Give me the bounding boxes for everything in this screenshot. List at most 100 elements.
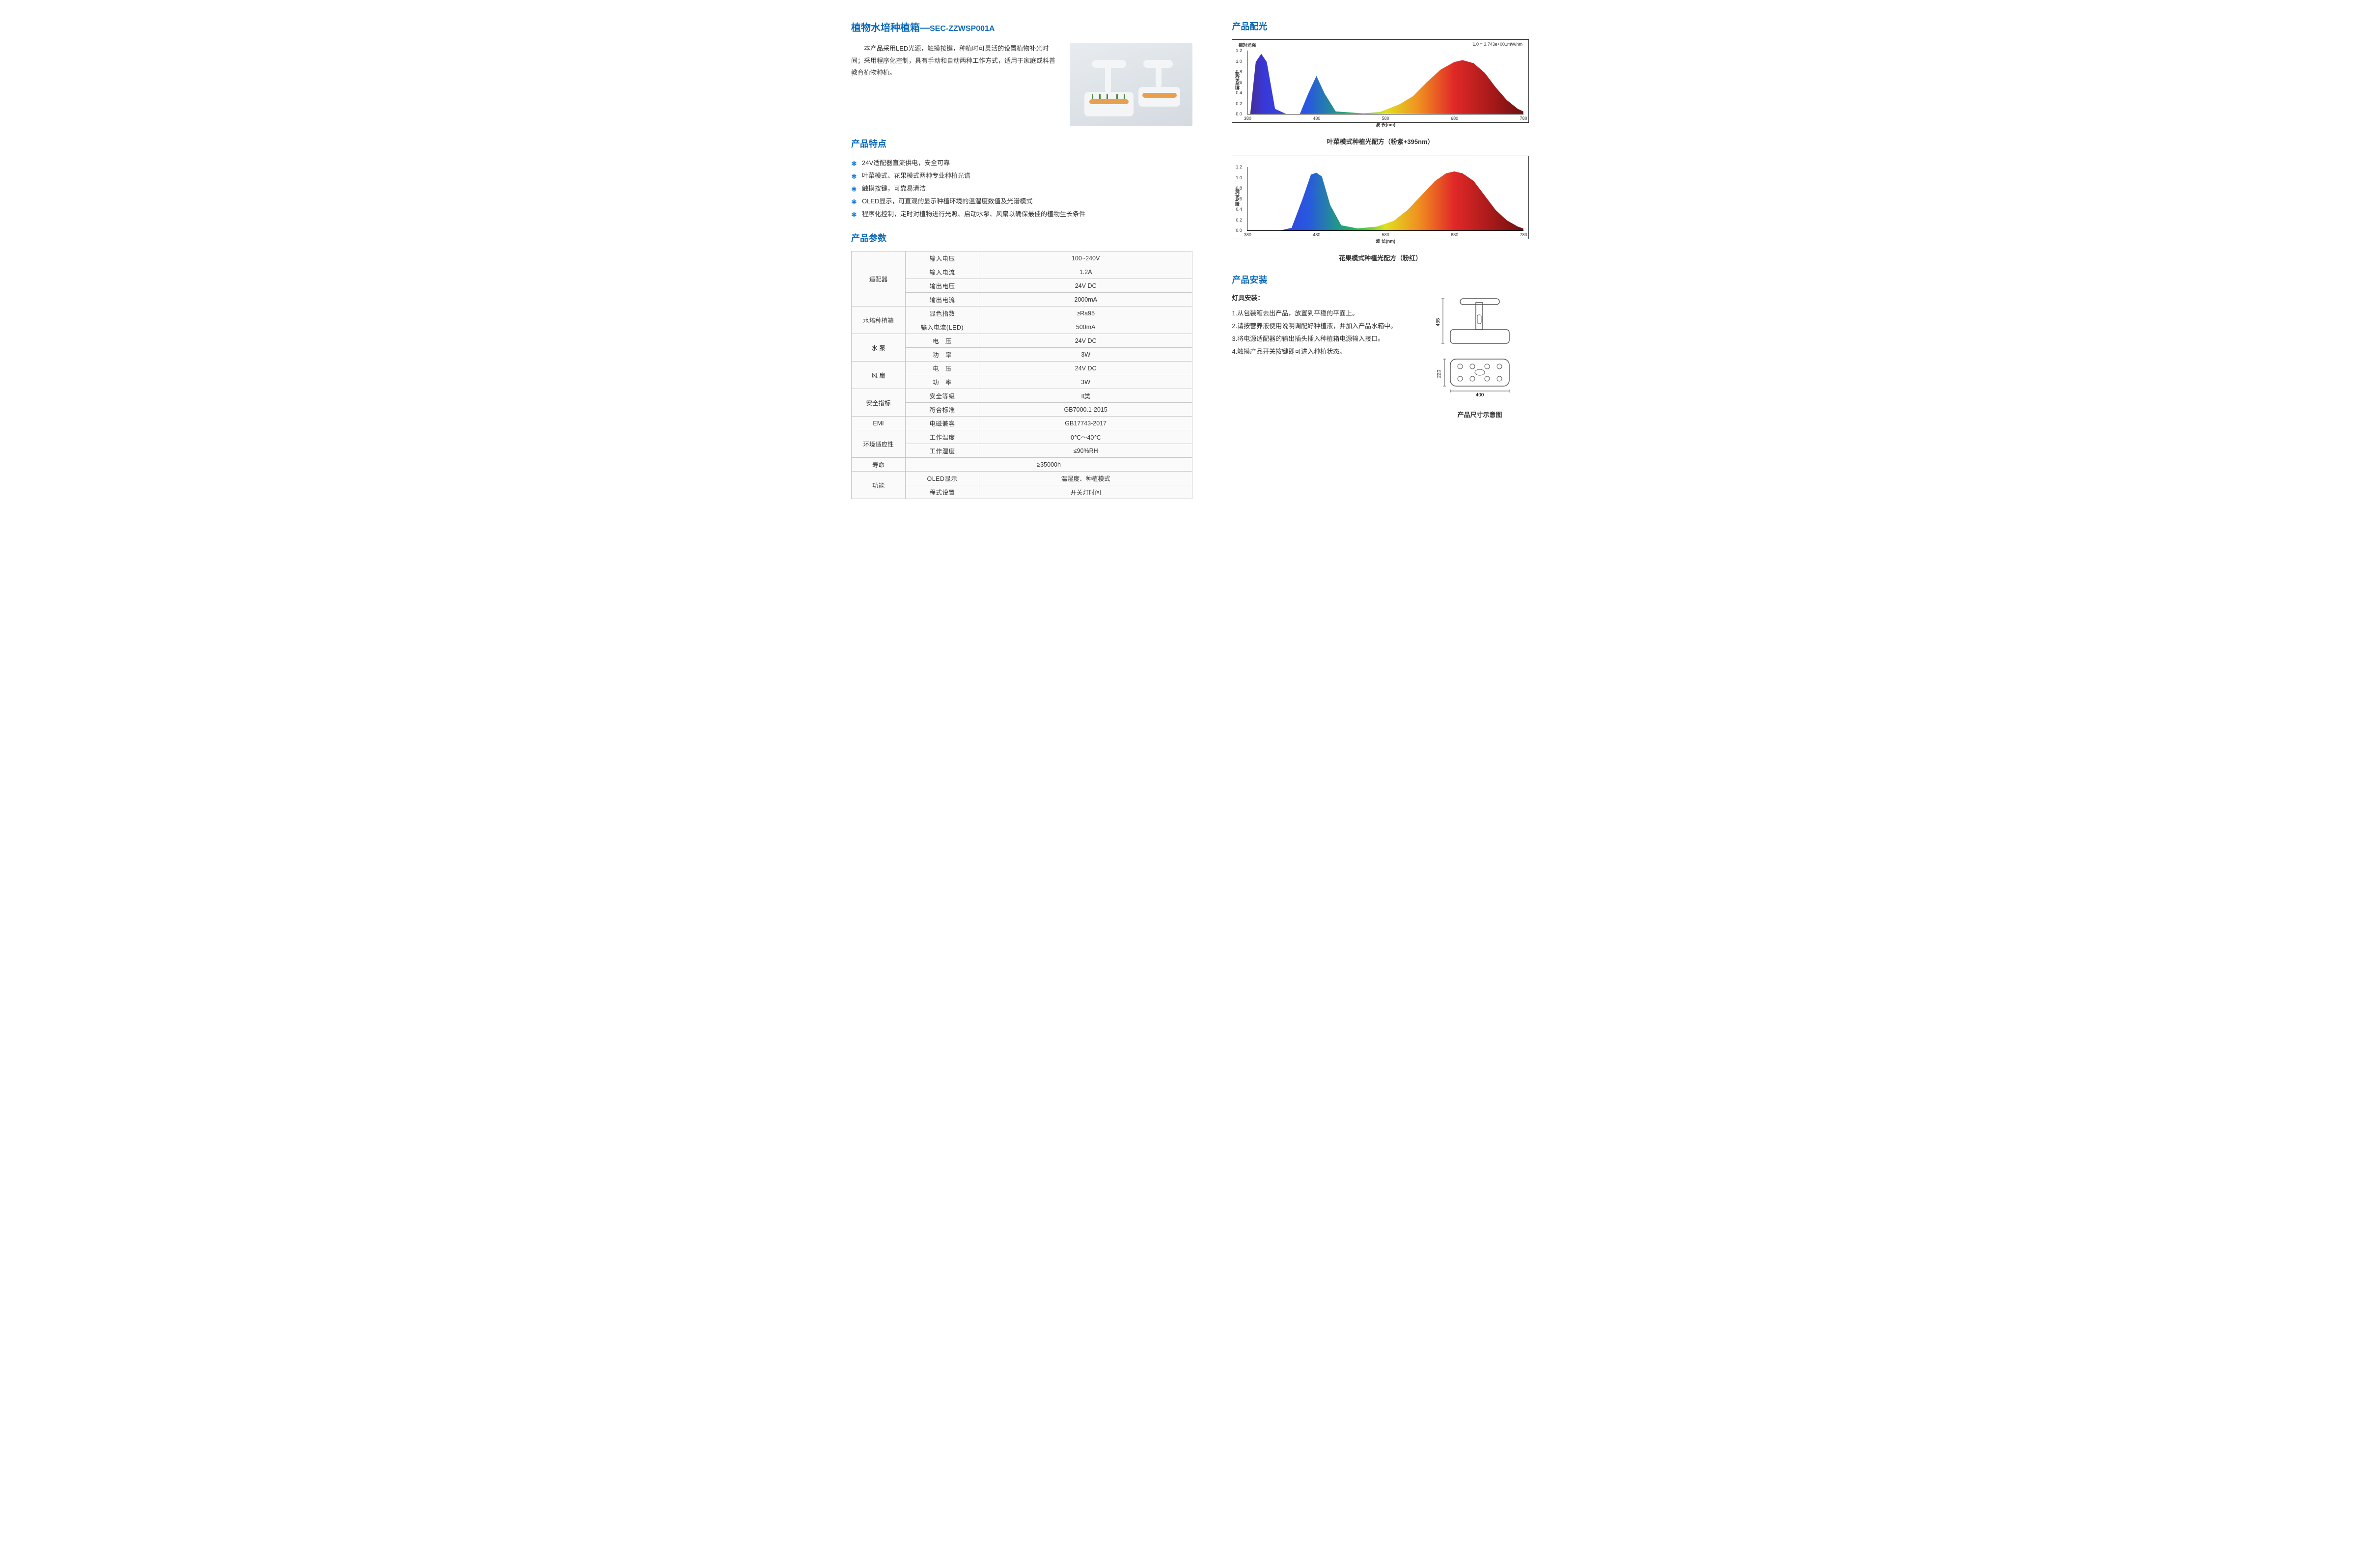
install-step: 3.将电源适配器的输出插头插入种植箱电源输入接口。 xyxy=(1232,333,1416,345)
chart1-svg xyxy=(1247,51,1523,114)
install-list: 1.从包装箱去出产品，放置到平稳的平面上。2.请按营养液使用说明调配好种植液，并… xyxy=(1232,307,1416,358)
intro-text-wrap: 本产品采用LED光源，触摸按键，种植时可灵活的设置植物补光时间；采用程序化控制，… xyxy=(851,43,1060,84)
feature-item: 触摸按键，可靠易清洁 xyxy=(851,182,1192,195)
chart-1: 相对光强 1.0 = 3.743e+001mW/nm 相对光强 波 长(nm) … xyxy=(1232,39,1529,123)
spec-value: 温湿度、种植模式 xyxy=(979,472,1192,485)
spec-row: 适配器输入电压100~240V xyxy=(852,251,1192,265)
install-step: 4.触摸产品开关按键即可进入种植状态。 xyxy=(1232,345,1416,358)
left-column: 植物水培种植箱—SEC-ZZWSP001A 本产品采用LED光源，触摸按键，种植… xyxy=(851,20,1192,499)
spec-row: 寿命≥35000h xyxy=(852,458,1192,472)
intro-paragraph: 本产品采用LED光源，触摸按键，种植时可灵活的设置植物补光时间；采用程序化控制，… xyxy=(851,43,1060,79)
xtick: 680 xyxy=(1451,116,1458,121)
ytick: 0.6 xyxy=(1236,80,1242,85)
dim-caption: 产品尺寸示意图 xyxy=(1431,410,1529,419)
main-title: 植物水培种植箱—SEC-ZZWSP001A xyxy=(851,20,1192,34)
install-text: 灯具安装： 1.从包装箱去出产品，放置到平稳的平面上。2.请按营养液使用说明调配… xyxy=(1232,293,1416,419)
ytick: 0.2 xyxy=(1236,101,1242,106)
ytick: 0.8 xyxy=(1236,69,1242,74)
spec-value: GB7000.1-2015 xyxy=(979,403,1192,417)
chart1-caption: 叶菜模式种植光配方（粉紫+395nm） xyxy=(1232,137,1529,146)
title-sep: — xyxy=(920,23,930,33)
ytick: 0.0 xyxy=(1236,112,1242,116)
xtick: 780 xyxy=(1520,116,1527,121)
xtick: 480 xyxy=(1313,232,1320,237)
spec-row: 水培种植箱显色指数≥Ra95 xyxy=(852,307,1192,320)
spec-param: 电磁兼容 xyxy=(906,417,979,430)
spec-param: 工作温度 xyxy=(906,430,979,444)
product-image xyxy=(1070,43,1192,126)
spec-param: 工作湿度 xyxy=(906,444,979,458)
xtick: 680 xyxy=(1451,232,1458,237)
dimension-diagrams: 455 400 xyxy=(1431,293,1529,419)
spec-category: 寿命 xyxy=(852,458,906,472)
spec-param: 程式设置 xyxy=(906,485,979,499)
chart1-area: 波 长(nm) 0.00.20.40.60.81.01.238048058068… xyxy=(1247,51,1523,114)
specs-table: 适配器输入电压100~240V输入电流1.2A输出电压24V DC输出电流200… xyxy=(851,251,1192,499)
spec-value: ≥35000h xyxy=(906,458,1192,472)
spec-value: 1.2A xyxy=(979,265,1192,279)
spec-category: 风 扇 xyxy=(852,362,906,389)
spec-param: 显色指数 xyxy=(906,307,979,320)
spec-param: 功 率 xyxy=(906,348,979,362)
spec-value: ≤90%RH xyxy=(979,444,1192,458)
install-sub: 灯具安装： xyxy=(1232,293,1416,302)
install-step: 2.请按营养液使用说明调配好种植液，并加入产品水箱中。 xyxy=(1232,320,1416,333)
feature-item: 叶菜模式、花果模式两种专业种植光谱 xyxy=(851,169,1192,182)
spec-value: 24V DC xyxy=(979,362,1192,375)
install-step: 1.从包装箱去出产品，放置到平稳的平面上。 xyxy=(1232,307,1416,320)
spec-row: 水 泵电 压24V DC xyxy=(852,334,1192,348)
spec-param: 功 率 xyxy=(906,375,979,389)
install-row: 灯具安装： 1.从包装箱去出产品，放置到平稳的平面上。2.请按营养液使用说明调配… xyxy=(1232,293,1529,419)
spec-value: ≥Ra95 xyxy=(979,307,1192,320)
spec-param: 输出电流 xyxy=(906,293,979,307)
spec-category: 水培种植箱 xyxy=(852,307,906,334)
spec-category: 水 泵 xyxy=(852,334,906,362)
spec-value: Ⅱ类 xyxy=(979,389,1192,403)
right-column: 产品配光 相对光强 1.0 = 3.743e+001mW/nm 相对光强 波 长… xyxy=(1232,20,1529,499)
xtick: 580 xyxy=(1382,232,1389,237)
spec-category: EMI xyxy=(852,417,906,430)
chart1-xlabel: 波 长(nm) xyxy=(1376,121,1395,128)
spec-param: 电 压 xyxy=(906,362,979,375)
spec-category: 环境适应性 xyxy=(852,430,906,458)
ytick: 0.0 xyxy=(1236,228,1242,233)
spec-param: 输出电压 xyxy=(906,279,979,293)
xtick: 380 xyxy=(1244,232,1251,237)
feature-item: 程序化控制，定时对植物进行光照、启动水泵、风扇以确保最佳的植物生长条件 xyxy=(851,208,1192,221)
spec-param: 输入电流(LED) xyxy=(906,320,979,334)
spec-value: 24V DC xyxy=(979,334,1192,348)
specs-heading: 产品参数 xyxy=(851,231,1192,244)
intro-row: 本产品采用LED光源，触摸按键，种植时可灵活的设置植物补光时间；采用程序化控制，… xyxy=(851,43,1192,126)
ytick: 1.2 xyxy=(1236,48,1242,53)
spec-value: 500mA xyxy=(979,320,1192,334)
spec-row: EMI电磁兼容GB17743-2017 xyxy=(852,417,1192,430)
spec-param: 符合标准 xyxy=(906,403,979,417)
chart1-title: 相对光强 xyxy=(1238,42,1256,48)
spec-category: 功能 xyxy=(852,472,906,499)
dim-side-view: 455 xyxy=(1431,293,1519,347)
ytick: 1.0 xyxy=(1236,59,1242,64)
ytick: 0.6 xyxy=(1236,196,1242,201)
spec-value: 100~240V xyxy=(979,251,1192,265)
dim-top-view: 400 220 xyxy=(1431,354,1519,398)
spec-row: 功能OLED显示温湿度、种植模式 xyxy=(852,472,1192,485)
ytick: 0.2 xyxy=(1236,218,1242,223)
spec-param: OLED显示 xyxy=(906,472,979,485)
spec-row: 风 扇电 压24V DC xyxy=(852,362,1192,375)
chart2-xlabel: 波 长(nm) xyxy=(1376,238,1395,244)
feature-item: 24V适配器直流供电，安全可靠 xyxy=(851,157,1192,169)
spec-value: 开关灯时间 xyxy=(979,485,1192,499)
light-heading: 产品配光 xyxy=(1232,20,1529,32)
title-model: SEC-ZZWSP001A xyxy=(930,25,995,33)
ytick: 0.8 xyxy=(1236,186,1242,191)
spec-value: 3W xyxy=(979,375,1192,389)
spec-value: 24V DC xyxy=(979,279,1192,293)
spec-param: 输入电流 xyxy=(906,265,979,279)
spec-value: 2000mA xyxy=(979,293,1192,307)
spec-row: 安全指标安全等级Ⅱ类 xyxy=(852,389,1192,403)
xtick: 780 xyxy=(1520,232,1527,237)
xtick: 580 xyxy=(1382,116,1389,121)
spec-value: 0℃～40℃ xyxy=(979,430,1192,444)
features-list: 24V适配器直流供电，安全可靠叶菜模式、花果模式两种专业种植光谱触摸按键，可靠易… xyxy=(851,157,1192,221)
dim-height: 455 xyxy=(1436,318,1441,326)
